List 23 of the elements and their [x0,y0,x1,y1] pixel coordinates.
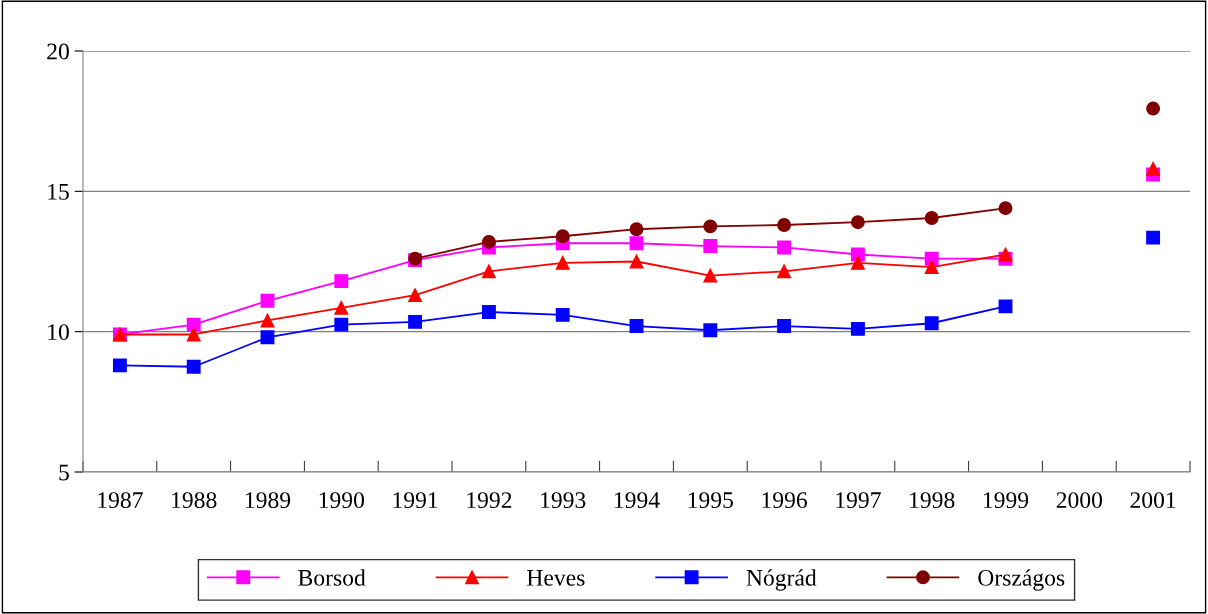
x-tick-label: 1989 [245,492,291,509]
legend-label: Országos [978,569,1065,591]
x-tick-label: 1996 [762,492,808,509]
x-tick-label: 1993 [541,492,586,509]
x-tick-label: 1995 [688,492,733,509]
x-tick-label: 1994 [614,492,660,509]
y-tick-label: 20 [47,43,69,60]
legend-label: Nógrád [746,569,817,591]
y-tick-label: 5 [59,464,69,481]
legend-label: Borsod [298,569,366,586]
x-tick-label: 1988 [172,492,217,509]
x-tick-label: 1991 [393,492,438,509]
y-tick-label: 15 [48,183,69,200]
x-tick-label: 1999 [983,492,1029,509]
x-tick-label: 2001 [1130,492,1176,509]
legend-label: Heves [527,570,585,586]
y-tick-label: 10 [48,324,69,341]
x-tick-label: 2000 [1056,492,1103,509]
x-tick-label: 1992 [467,492,512,509]
x-tick-label: 1987 [98,492,143,509]
x-tick-label: 1990 [319,492,365,509]
x-tick-label: 1997 [836,492,881,509]
x-tick-label: 1998 [910,492,955,509]
